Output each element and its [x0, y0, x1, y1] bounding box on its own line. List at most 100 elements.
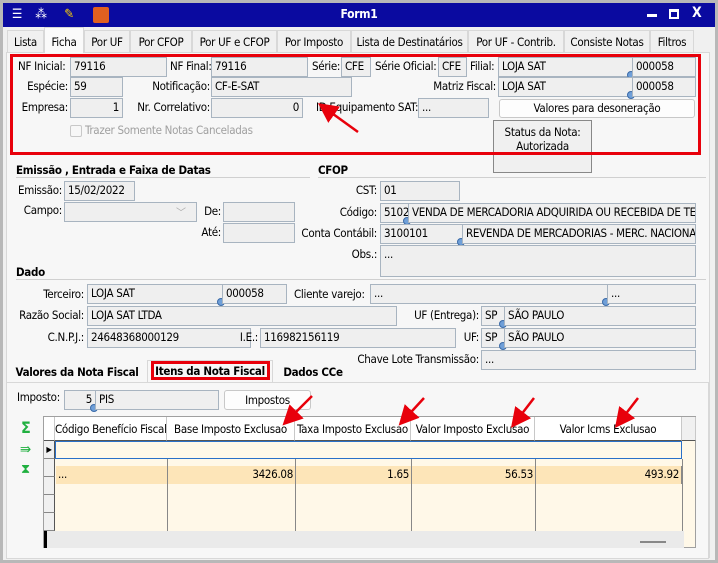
filter-down-icon[interactable]: ⧗	[21, 462, 30, 477]
status-nota-box: Status da Nota: Autorizada	[493, 120, 592, 173]
maximize-button[interactable]	[669, 9, 679, 19]
column-header[interactable]: Código Benefício Fiscal	[55, 417, 167, 441]
tab-por-cfop[interactable]: Por CFOP	[130, 30, 192, 52]
sigma-icon[interactable]: Σ	[21, 418, 31, 437]
empresa-input[interactable]: 1	[70, 98, 123, 118]
cnpj-input[interactable]: 24648368000129	[87, 328, 251, 348]
campo-select[interactable]	[64, 202, 197, 222]
column-header[interactable]: Base Imposto Exclusao	[167, 417, 295, 441]
serie-input[interactable]: CFE	[341, 57, 371, 77]
cst-input[interactable]: 01	[380, 181, 460, 201]
ie-label: I.E.:	[239, 330, 258, 344]
codigo-label: Código:	[339, 205, 378, 219]
nf-inicial-label: NF Inicial:	[18, 59, 66, 73]
terceiro-codigo-input[interactable]: 000058	[222, 284, 287, 304]
terceiro-input[interactable]: LOJA SAT	[87, 284, 225, 306]
serie-label: Série:	[312, 59, 341, 73]
cst-label: CST:	[355, 183, 377, 197]
table-cell[interactable]: 56.53	[412, 466, 536, 484]
row-indicator-icon: ▶	[44, 441, 55, 459]
nf-final-input[interactable]: 79116	[211, 57, 308, 77]
traffic-light-icon[interactable]: ⁂	[35, 7, 47, 22]
impostos-button[interactable]: Impostos	[224, 390, 311, 410]
id-sat-input[interactable]: ...	[418, 98, 489, 118]
uf-entrega-label: UF (Entrega):	[414, 308, 479, 322]
tab-por-uf[interactable]: Por UF	[84, 30, 130, 52]
tab-consiste-notas[interactable]: Consiste Notas	[564, 30, 650, 52]
obs-input[interactable]: ...	[380, 245, 696, 277]
razao-social-input[interactable]: LOJA SAT LTDA	[87, 306, 397, 326]
notificacao-input[interactable]: CF-E-SAT	[211, 77, 352, 97]
table-cell[interactable]: 3426.08	[168, 466, 296, 484]
book-icon[interactable]	[93, 7, 109, 23]
nf-inicial-input[interactable]: 79116	[70, 57, 167, 77]
uf-nome-input[interactable]: SÃO PAULO	[504, 328, 696, 348]
cfop-section-title: CFOP	[318, 163, 348, 177]
horizontal-scrollbar[interactable]	[44, 531, 684, 548]
column-header[interactable]: Valor Imposto Exclusao	[411, 417, 535, 441]
tab-ficha[interactable]: Ficha	[44, 27, 84, 53]
tab-por-uf-contrib[interactable]: Por UF - Contrib.	[468, 30, 564, 52]
cliente-varejo-codigo-input[interactable]: ...	[607, 284, 696, 304]
tab-por-uf-e-cfop[interactable]: Por UF e CFOP	[192, 30, 277, 52]
matriz-nome-input[interactable]: LOJA SAT	[498, 77, 635, 99]
filial-codigo-input[interactable]: 000058	[632, 57, 696, 77]
correlativo-input[interactable]: 0	[211, 98, 303, 118]
tab-lista[interactable]: Lista	[7, 30, 44, 52]
emissao-input[interactable]: 15/02/2022	[64, 181, 135, 201]
campo-label: Campo:	[23, 203, 63, 217]
tab-por-imposto[interactable]: Por Imposto	[277, 30, 351, 52]
minimize-button[interactable]	[647, 14, 657, 17]
filial-label: Filial:	[470, 59, 495, 73]
table-cell[interactable]: 1.65	[296, 466, 412, 484]
especie-label: Espécie:	[27, 79, 68, 93]
conta-contabil-input[interactable]: 3100101	[380, 224, 465, 246]
scroll-thumb[interactable]	[640, 541, 666, 543]
subtab-valores[interactable]: Valores da Nota Fiscal	[15, 365, 139, 379]
subtab-itens[interactable]: Itens da Nota Fiscal	[147, 360, 273, 382]
menu-icon[interactable]: ☰	[11, 7, 23, 22]
row-indicator	[44, 513, 55, 531]
chevron-down-icon[interactable]: ﹀	[176, 208, 186, 219]
itens-grid[interactable]: Código Benefício Fiscal Base Imposto Exc…	[43, 416, 696, 548]
row-indicator	[44, 495, 55, 513]
serie-oficial-input[interactable]: CFE	[438, 57, 467, 77]
uf-label: UF:	[463, 330, 480, 344]
terceiro-label: Terceiro:	[43, 287, 84, 301]
correlativo-label: Nr. Correlativo:	[137, 100, 210, 114]
codigo-desc-input[interactable]: VENDA DE MERCADORIA ADQUIRIDA OU RECEBID…	[408, 203, 696, 223]
conta-contabil-label: Conta Contábil:	[301, 226, 377, 240]
tab-filtros[interactable]: Filtros	[650, 30, 694, 52]
cnpj-label: C.N.P.J.:	[47, 330, 85, 344]
ate-input[interactable]	[223, 223, 295, 243]
export-icon[interactable]: ⇛	[20, 440, 32, 458]
imposto-nome-input[interactable]: PIS	[95, 390, 219, 410]
cliente-varejo-input[interactable]: ...	[370, 284, 610, 306]
table-cell[interactable]: 493.92	[536, 466, 682, 484]
tab-lista-destinatarios[interactable]: Lista de Destinatários	[351, 30, 468, 52]
especie-input[interactable]: 59	[70, 77, 123, 97]
imposto-codigo-input[interactable]: 5	[64, 390, 98, 412]
subtab-dados-cce[interactable]: Dados CCe	[283, 365, 343, 379]
canceladas-checkbox[interactable]	[70, 125, 82, 137]
filial-nome-input[interactable]: LOJA SAT	[498, 57, 635, 79]
matriz-codigo-input[interactable]: 000058	[632, 77, 696, 97]
table-row[interactable]: ... 3426.08 1.65 56.53 493.92	[55, 441, 682, 484]
column-header[interactable]: Valor Icms Exclusao	[535, 417, 682, 441]
chave-lote-input[interactable]: ...	[481, 350, 696, 370]
table-cell[interactable]: ...	[56, 466, 168, 484]
de-input[interactable]	[223, 202, 295, 222]
column-header[interactable]: Taxa Imposto Exclusao	[295, 417, 411, 441]
uf-input[interactable]: SP	[481, 328, 507, 350]
ie-input[interactable]: 116982156119	[260, 328, 456, 348]
codigo-input[interactable]: 5102	[380, 203, 411, 225]
wrench-icon[interactable]: ✎	[64, 7, 74, 22]
cliente-varejo-label: Cliente varejo:	[294, 287, 365, 301]
divider	[16, 177, 310, 178]
close-button[interactable]: X	[692, 5, 702, 21]
uf-entrega-input[interactable]: SP	[481, 306, 507, 328]
uf-entrega-nome-input[interactable]: SÃO PAULO	[504, 306, 696, 326]
valores-desoneracao-button[interactable]: Valores para desoneração	[499, 99, 695, 118]
divider	[318, 177, 706, 178]
conta-desc-input[interactable]: REVENDA DE MERCADORIAS - MERC. NACIONAI	[462, 224, 696, 244]
